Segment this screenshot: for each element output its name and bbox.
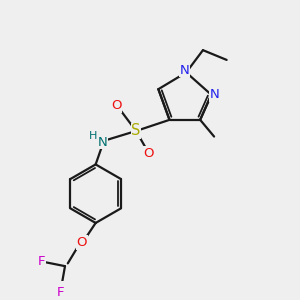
Text: O: O <box>143 147 154 160</box>
Text: O: O <box>76 236 87 249</box>
Text: N: N <box>98 136 107 148</box>
Text: F: F <box>57 286 64 299</box>
Text: N: N <box>180 64 190 77</box>
Text: H: H <box>89 131 97 141</box>
Text: F: F <box>38 256 46 268</box>
Text: S: S <box>131 124 141 139</box>
Text: O: O <box>111 99 122 112</box>
Text: N: N <box>210 88 220 101</box>
